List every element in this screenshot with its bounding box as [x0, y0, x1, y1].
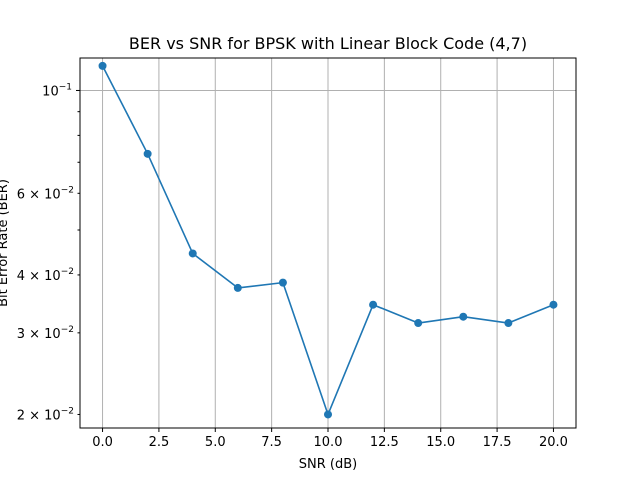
y-axis-label: Bit Error Rate (BER) — [0, 179, 11, 307]
y-major-tick-label: 10−1 — [42, 82, 72, 99]
data-point — [504, 319, 513, 328]
data-point — [459, 312, 468, 321]
data-point — [233, 283, 242, 292]
data-layer — [98, 61, 558, 419]
x-tick-label: 5.0 — [205, 435, 226, 450]
data-point — [414, 319, 423, 328]
y-minor-tick-label: 3 × 10−2 — [17, 325, 74, 342]
grid-layer — [80, 58, 576, 428]
data-point — [188, 249, 197, 258]
x-tick-label: 17.5 — [483, 435, 512, 450]
data-point — [549, 300, 558, 309]
x-tick-label: 12.5 — [370, 435, 399, 450]
x-tick-label: 10.0 — [314, 435, 343, 450]
data-point — [143, 149, 152, 158]
y-minor-tick-label: 6 × 10−2 — [17, 185, 74, 202]
y-minor-tick-label: 4 × 10−2 — [17, 267, 74, 284]
x-tick-label: 20.0 — [539, 435, 568, 450]
x-axis-label: SNR (dB) — [299, 457, 357, 472]
data-point — [324, 410, 332, 419]
data-point — [278, 278, 287, 287]
chart-title: BER vs SNR for BPSK with Linear Block Co… — [129, 34, 527, 53]
data-point — [98, 61, 107, 70]
x-tick-label: 2.5 — [149, 435, 170, 450]
x-tick-label: 0.0 — [92, 435, 113, 450]
y-minor-tick-label: 2 × 10−2 — [17, 406, 74, 423]
x-tick-label: 7.5 — [261, 435, 282, 450]
data-point — [369, 300, 378, 309]
x-tick-label: 15.0 — [426, 435, 455, 450]
tick-layer: 0.0 2.5 5.0 7.5 10.0 12.5 15.0 17.5 20.0 10−1 2 × … — [17, 82, 568, 450]
